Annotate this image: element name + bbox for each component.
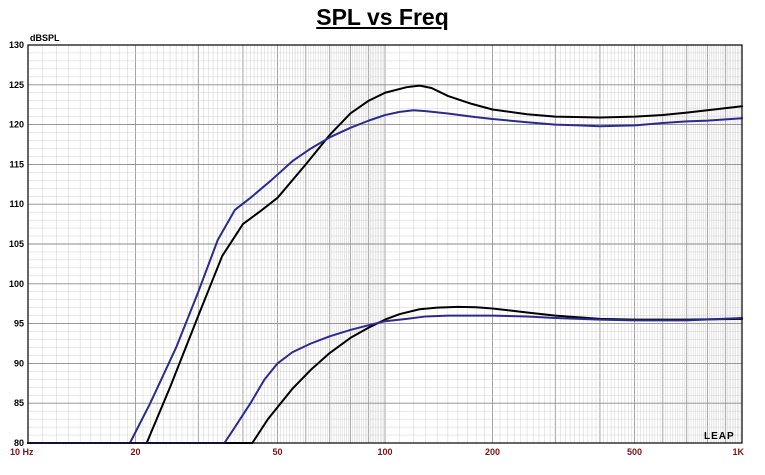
series-line-3 xyxy=(27,305,743,444)
y-axis-label: dBSPL xyxy=(30,33,60,43)
y-tick-label: 80 xyxy=(14,438,24,448)
y-tick-label: 110 xyxy=(9,199,24,209)
x-tick-label: 100 xyxy=(377,447,392,457)
y-tick-labels: 80 85 90 95 100 105 110 115 120 125 130 xyxy=(9,40,24,448)
y-tick-label: 120 xyxy=(9,120,24,130)
chart-title: SPL vs Freq xyxy=(316,4,449,30)
x-tick-label: 10 Hz xyxy=(10,447,34,457)
series-lines xyxy=(27,84,743,444)
y-tick-label: 115 xyxy=(9,159,24,169)
y-tick-label: 95 xyxy=(14,319,24,329)
grid-lines xyxy=(28,45,742,443)
y-tick-label: 105 xyxy=(9,239,24,249)
x-tick-label: 500 xyxy=(627,447,642,457)
y-tick-label: 130 xyxy=(9,40,24,50)
y-tick-label: 85 xyxy=(14,398,24,408)
y-tick-label: 125 xyxy=(9,80,24,90)
series-line-1 xyxy=(27,84,743,444)
x-tick-label: 1K xyxy=(732,447,744,457)
plot-frame xyxy=(27,44,743,444)
x-tick-labels: 10 Hz 20 50 100 200 500 1K xyxy=(10,447,744,457)
y-tick-label: 90 xyxy=(14,358,24,368)
series-line-2 xyxy=(27,109,743,444)
x-tick-label: 200 xyxy=(485,447,500,457)
brand-mark: LEAP xyxy=(704,431,735,442)
series-line-4 xyxy=(27,314,743,444)
x-tick-label: 20 xyxy=(130,447,140,457)
y-tick-label: 100 xyxy=(9,279,24,289)
x-tick-label: 50 xyxy=(273,447,283,457)
